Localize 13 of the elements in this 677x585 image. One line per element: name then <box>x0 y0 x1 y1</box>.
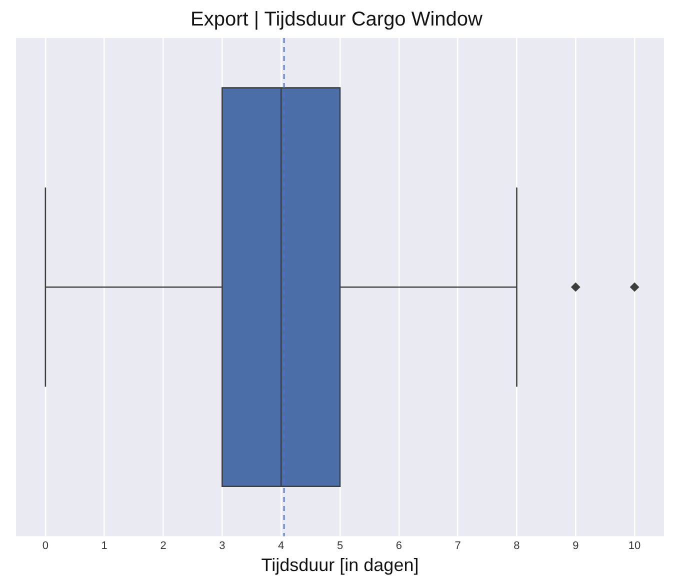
chart-title: Export | Tijdsduur Cargo Window <box>190 8 484 31</box>
x-tick-label: 1 <box>101 540 108 552</box>
x-tick-label: 5 <box>336 540 344 552</box>
x-tick-label: 9 <box>572 540 579 552</box>
x-tick-label: 2 <box>160 540 166 552</box>
x-tick-label: 7 <box>454 540 461 552</box>
x-tick-label: 10 <box>628 540 641 552</box>
x-tick-label: 8 <box>514 540 520 552</box>
x-tick-label: 0 <box>42 540 49 552</box>
x-axis-title: Tijdsduur [in dagen] <box>261 555 419 576</box>
x-tick-label: 6 <box>396 540 402 552</box>
x-tick-label: 3 <box>219 540 226 552</box>
x-tick-label: 4 <box>278 540 284 552</box>
